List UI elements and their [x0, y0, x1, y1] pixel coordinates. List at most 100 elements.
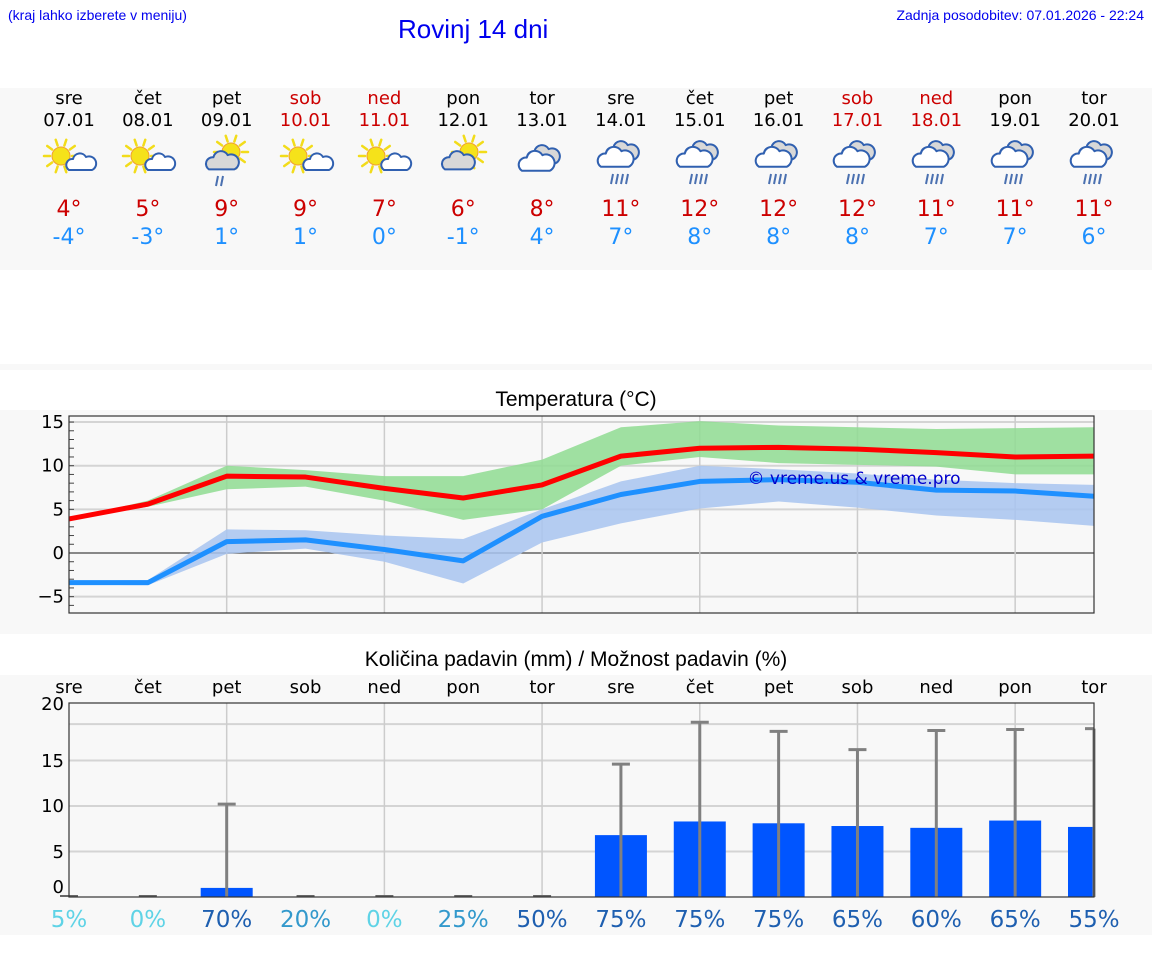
- precip-day-label: tor: [1081, 677, 1107, 698]
- temp-max: 12°: [680, 197, 720, 222]
- precip-day-label: pet: [764, 677, 794, 698]
- day-forecast: tor 20.01 11° 6°: [1054, 88, 1134, 252]
- day-date: 14.01: [595, 110, 647, 131]
- precip-probability: 55%: [1068, 907, 1119, 933]
- precip-probability: 65%: [990, 907, 1041, 933]
- overcast-rain-icon: [1069, 140, 1113, 185]
- temp-min: 7°: [923, 225, 949, 250]
- day-forecast: ned 18.01 11° 7°: [896, 88, 976, 252]
- day-name: ned: [367, 88, 402, 109]
- day-forecast: pon 12.01 6° -1°: [423, 88, 503, 252]
- precip-probability: 5%: [51, 907, 88, 933]
- temp-min: 1°: [214, 225, 240, 250]
- overcast-rain-icon: [596, 140, 640, 185]
- day-forecast: ned 11.01 7° 0°: [344, 88, 424, 252]
- day-forecast: sob 10.01 9° 1°: [266, 88, 346, 252]
- precip-day-label: pet: [212, 677, 242, 698]
- overcast-rain-icon: [833, 140, 877, 185]
- precip-day-label: čet: [134, 677, 162, 698]
- day-name: čet: [133, 88, 162, 109]
- temp-min: -4°: [52, 225, 86, 250]
- precip-day-label: sob: [290, 677, 322, 698]
- day-forecast: pon 19.01 11° 7°: [975, 88, 1055, 252]
- svg-text:−5: −5: [37, 587, 64, 608]
- temp-min: 8°: [844, 225, 870, 250]
- svg-text:15: 15: [41, 412, 64, 433]
- precip-probability: 50%: [517, 907, 568, 933]
- day-date: 10.01: [279, 110, 332, 131]
- day-forecast: čet 15.01 12° 8°: [660, 88, 740, 252]
- daily-forecast-band: [0, 88, 1152, 270]
- temp-max: 11°: [601, 197, 641, 222]
- overcast-rain-icon: [990, 140, 1035, 185]
- svg-text:20: 20: [41, 694, 64, 715]
- precip-day-label: ned: [919, 677, 953, 698]
- day-forecast: sob 17.01 12° 8°: [817, 88, 897, 252]
- sun-grey-cloud-icon: [441, 134, 488, 171]
- temp-max: 9°: [293, 197, 319, 222]
- day-date: 12.01: [437, 110, 489, 131]
- day-name: pon: [998, 88, 1033, 109]
- temp-max: 7°: [371, 197, 397, 222]
- precip-day-label: pon: [998, 677, 1032, 698]
- svg-text:15: 15: [41, 751, 64, 772]
- day-name: sob: [841, 88, 874, 109]
- temp-min: 8°: [687, 225, 713, 250]
- temp-min: 8°: [766, 225, 792, 250]
- day-forecast: sre 07.01 4° -4°: [29, 88, 109, 252]
- precip-day-label: pon: [446, 677, 480, 698]
- temp-min: 4°: [529, 225, 555, 250]
- svg-text:10: 10: [41, 796, 64, 817]
- day-forecast: pet 09.01 9° 1°: [187, 88, 267, 252]
- temp-max: 8°: [529, 197, 555, 222]
- precipitation-chart: 20 15 10 5 0 sre čet pet sob ned pon tor sre čet pet so…: [41, 677, 1119, 933]
- sun-cloud-icon: [121, 138, 176, 174]
- temp-max: 4°: [56, 197, 82, 222]
- temp-min: -1°: [446, 225, 480, 250]
- temp-max: 11°: [916, 197, 956, 222]
- precip-day-label: tor: [529, 677, 555, 698]
- day-date: 18.01: [910, 110, 963, 131]
- day-date: 17.01: [831, 110, 884, 131]
- day-date: 20.01: [1068, 110, 1120, 131]
- temp-min: 7°: [608, 225, 634, 250]
- svg-text:5: 5: [53, 842, 64, 863]
- day-name: sre: [607, 88, 635, 109]
- day-date: 09.01: [200, 110, 253, 131]
- sun-cloud-light-rain-icon: [204, 134, 249, 187]
- sun-cloud-icon: [42, 138, 98, 174]
- daily-forecast-strip: sre 07.01 4° -4° čet 08.01 5° -3° pet 09.01 9° 1° so…: [0, 88, 1152, 268]
- precip-probability: 75%: [753, 907, 804, 933]
- temperature-chart: 15 10 5 0 −5 © vreme.us & vreme.pro: [37, 412, 1095, 614]
- day-name: tor: [1081, 88, 1107, 109]
- precip-probability: 0%: [130, 907, 167, 933]
- precip-probability: 75%: [674, 907, 725, 933]
- precip-probability: 70%: [201, 907, 252, 933]
- day-date: 19.01: [989, 110, 1041, 131]
- precipitation-chart-title: Količina padavin (mm) / Možnost padavin …: [364, 648, 788, 671]
- page-title: Rovinj 14 dni: [398, 14, 549, 44]
- last-update: Zadnja posodobitev: 07.01.2026 - 22:24: [896, 7, 1144, 23]
- temp-max: 12°: [837, 197, 877, 222]
- svg-text:0: 0: [53, 877, 64, 898]
- sun-cloud-icon: [358, 138, 413, 174]
- day-forecast: sre 14.01 11° 7°: [581, 88, 661, 252]
- day-forecast: pet 16.01 12° 8°: [739, 88, 819, 252]
- overcast-rain-icon: [754, 140, 798, 185]
- day-name: tor: [529, 88, 555, 109]
- svg-text:5: 5: [53, 499, 64, 520]
- precip-day-label: sre: [55, 677, 82, 698]
- temp-max: 5°: [135, 197, 161, 222]
- temp-max: 6°: [450, 197, 476, 222]
- precip-probability: 60%: [911, 907, 962, 933]
- precip-day-label: čet: [686, 677, 714, 698]
- temp-max: 11°: [995, 197, 1035, 222]
- precip-probability: 0%: [366, 907, 403, 933]
- svg-text:10: 10: [41, 456, 64, 477]
- precip-day-label: sre: [607, 677, 634, 698]
- precip-probability: 25%: [438, 907, 489, 933]
- precip-probability: 75%: [595, 907, 646, 933]
- temp-min: -3°: [131, 225, 165, 250]
- temp-max: 11°: [1074, 197, 1114, 222]
- header-hint[interactable]: (kraj lahko izberete v meniju): [8, 7, 187, 23]
